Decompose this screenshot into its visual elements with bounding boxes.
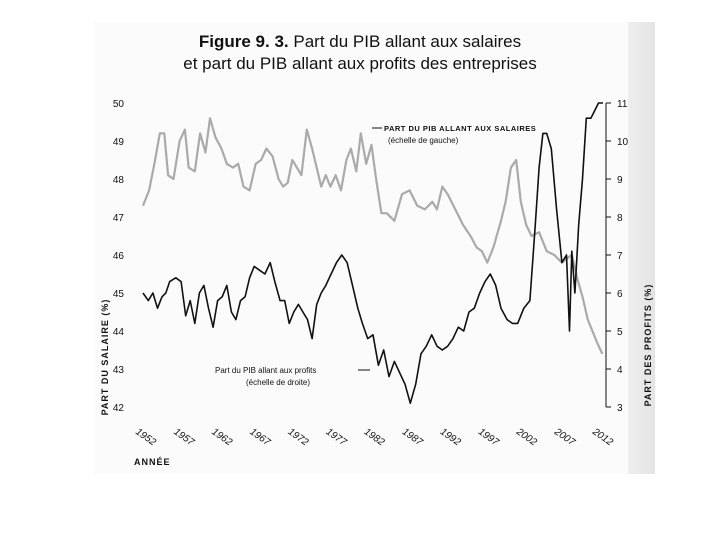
- page-shadow: [628, 22, 655, 474]
- y-right-tick-label: 7: [617, 251, 623, 262]
- y-right-tick-label: 4: [617, 365, 623, 376]
- y-left-tick-label: 46: [113, 251, 125, 262]
- x-tick-label: 2007: [551, 426, 577, 449]
- y-left-tick-label: 42: [113, 403, 125, 414]
- y-left-tick-label: 50: [113, 99, 125, 110]
- x-tick-label: 1967: [248, 426, 273, 448]
- series-line-profits: [142, 102, 603, 405]
- y-right-tick-label: 9: [617, 175, 623, 186]
- y-right-tick-label: 11: [617, 99, 628, 110]
- scanned-page: [95, 22, 655, 474]
- y-left-tick-label: 49: [113, 137, 125, 148]
- y-right-tick-label: 10: [617, 137, 629, 148]
- x-tick-label: 1992: [438, 426, 463, 448]
- series-line-salaires: [141, 117, 604, 355]
- x-tick-label: 2012: [589, 426, 615, 449]
- y-right-axis-label: PART DES PROFITS (%): [643, 284, 653, 407]
- y-left-axis-label: PART DU SALAIRE (%): [100, 299, 110, 416]
- y-right-tick-label: 8: [617, 213, 623, 224]
- chart-title-line2: et part du PIB allant aux profits des en…: [183, 54, 537, 73]
- y-right-tick-label: 3: [617, 403, 623, 414]
- figure-label: Figure 9. 3.: [198, 32, 289, 51]
- x-tick-label: 2002: [513, 426, 539, 449]
- x-tick-label: 1982: [362, 426, 387, 448]
- y-left-tick-label: 44: [113, 327, 125, 338]
- y-left-tick-label: 45: [113, 289, 125, 300]
- x-axis-label: ANNÉE: [134, 457, 171, 467]
- chart-title-line1: Figure 9. 3. Part du PIB allant aux sala…: [0, 32, 720, 52]
- y-right-tick-label: 5: [617, 327, 623, 338]
- y-left-tick-label: 43: [113, 365, 125, 376]
- figure-title: Part du PIB allant aux salaires: [293, 32, 522, 51]
- y-right-tick-label: 6: [617, 289, 623, 300]
- x-tick-label: 1972: [286, 426, 311, 448]
- x-tick-label: 1997: [476, 426, 501, 448]
- x-tick-label: 1962: [209, 426, 234, 448]
- x-tick-label: 1957: [171, 426, 196, 448]
- annotation-profits-scale: (échelle de droite): [246, 378, 310, 387]
- y-left-tick-label: 47: [113, 213, 125, 224]
- annotation-salaires: PART DU PIB ALLANT AUX SALAIRES: [384, 124, 536, 133]
- x-tick-label: 1987: [400, 426, 425, 448]
- x-tick-label: 1977: [324, 426, 349, 448]
- annotation-profits: Part du PIB allant aux profits: [215, 366, 316, 375]
- y-left-tick-label: 48: [113, 175, 125, 186]
- x-tick-label: 1952: [133, 426, 158, 448]
- annotation-salaires-scale: (échelle de gauche): [388, 136, 459, 145]
